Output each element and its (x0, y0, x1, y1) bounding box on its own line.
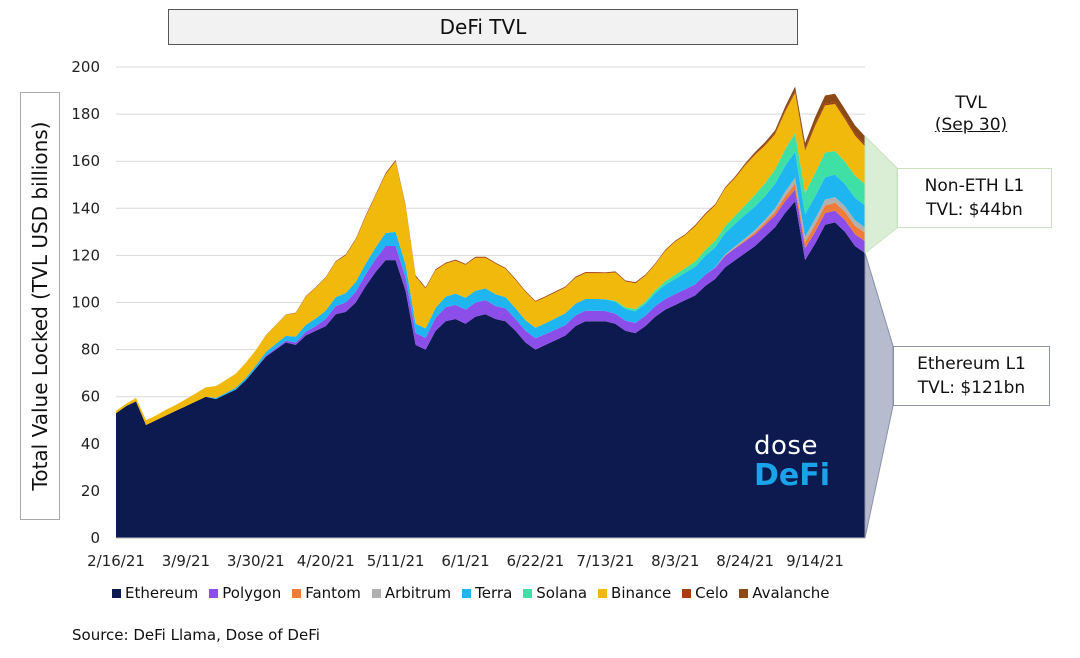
y-tick-label: 160 (71, 152, 100, 170)
legend-swatch (112, 588, 121, 598)
x-tick-label: 4/20/21 (297, 552, 355, 570)
area-series-binance (116, 92, 865, 426)
ethereum-callout-bracket (864, 252, 894, 539)
ethereum-tvl-callout: Ethereum L1 TVL: $121bn (893, 346, 1050, 406)
y-tick-label: 20 (81, 482, 100, 500)
y-tick-label: 200 (71, 58, 100, 76)
legend-item-polygon: Polygon (209, 584, 281, 602)
non-eth-callout-bracket (864, 135, 898, 255)
logo-line-1: dose (754, 431, 818, 461)
legend-swatch (598, 588, 608, 598)
area-series-terra (116, 151, 865, 426)
x-tick-label: 5/11/21 (367, 552, 425, 570)
legend-item-arbitrum: Arbitrum (371, 584, 452, 602)
x-tick-label: 6/22/21 (507, 552, 565, 570)
legend-label: Polygon (222, 584, 282, 602)
x-tick-label: 6/1/21 (441, 552, 489, 570)
x-tick-label: 8/3/21 (651, 552, 699, 570)
y-axis-label: Total Value Locked (TVL USD billions) (28, 121, 52, 491)
legend-swatch (739, 588, 749, 598)
ethereum-callout-value: TVL: $121bn (917, 378, 1026, 398)
y-axis: 0 20 40 60 80 100 120 140 160 180 200 (71, 58, 100, 547)
x-tick-label: 3/30/21 (227, 552, 285, 570)
legend-label: Binance (611, 584, 672, 602)
y-tick-label: 40 (81, 435, 100, 453)
y-tick-label: 0 (90, 529, 100, 547)
legend-label: Fantom (305, 584, 361, 602)
legend-label: Ethereum (125, 584, 199, 602)
legend-item-terra: Terra (462, 584, 512, 602)
legend-item-avalanche: Avalanche (739, 584, 830, 602)
legend-swatch (682, 588, 692, 598)
area-series-ethereum (116, 201, 865, 538)
legend-swatch (292, 588, 302, 598)
non-eth-callout-value: TVL: $44bn (926, 200, 1023, 220)
legend-label: Avalanche (752, 584, 830, 602)
y-tick-label: 120 (71, 246, 100, 264)
tvl-header-date: (Sep 30) (934, 115, 1008, 135)
legend-item-fantom: Fantom (292, 584, 361, 602)
x-tick-label: 8/24/21 (716, 552, 774, 570)
legend-swatch (523, 588, 533, 598)
chart-legend: Ethereum Polygon Fantom Arbitrum Terra Solana… (112, 584, 830, 602)
legend-label: Celo (695, 584, 729, 602)
legend-label: Solana (536, 584, 588, 602)
non-eth-callout-title: Non-ETH L1 (924, 176, 1025, 196)
legend-item-solana: Solana (523, 584, 587, 602)
x-axis: 2/16/21 3/9/21 3/30/21 4/20/21 5/11/21 6/1/21… (87, 537, 865, 570)
dose-defi-logo: dose DeFi (754, 433, 830, 491)
legend-swatch (209, 588, 219, 598)
logo-line-2: DeFi (754, 458, 831, 493)
legend-swatch (462, 588, 472, 598)
y-tick-label: 140 (71, 199, 100, 217)
legend-label: Arbitrum (384, 584, 452, 602)
x-tick-label: 2/16/21 (87, 552, 145, 570)
tvl-header-label: TVL (955, 93, 987, 113)
chart-title-text: DeFi TVL (439, 15, 527, 39)
legend-item-binance: Binance (598, 584, 671, 602)
y-axis-label-box (20, 92, 60, 520)
stacked-areas (116, 86, 865, 538)
x-tick-label: 9/14/21 (786, 552, 844, 570)
x-tick-label: 7/13/21 (576, 552, 634, 570)
non-eth-tvl-callout: Non-ETH L1 TVL: $44bn (897, 168, 1052, 228)
area-series-polygon (116, 189, 865, 425)
legend-label: Terra (475, 584, 513, 602)
y-tick-label: 60 (81, 388, 100, 406)
y-tick-label: 100 (71, 294, 100, 312)
legend-item-celo: Celo (682, 584, 728, 602)
legend-swatch (371, 588, 381, 598)
x-tick-label: 3/9/21 (162, 552, 210, 570)
y-tick-label: 80 (81, 341, 100, 359)
y-tick-label: 180 (71, 105, 100, 123)
ethereum-callout-title: Ethereum L1 (917, 354, 1026, 374)
chart-title: DeFi TVL (168, 9, 798, 45)
callout-brackets (864, 135, 898, 539)
tvl-date-header: TVL (Sep 30) (922, 92, 1020, 136)
source-note: Source: DeFi Llama, Dose of DeFi (72, 626, 320, 644)
legend-item-ethereum: Ethereum (112, 584, 198, 602)
